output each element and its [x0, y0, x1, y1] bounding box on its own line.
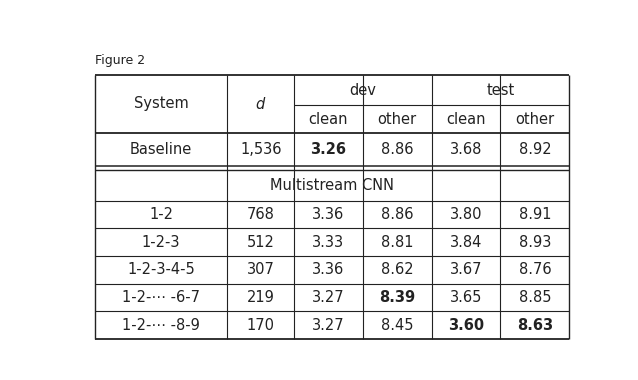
Text: 3.80: 3.80 — [450, 207, 482, 222]
Text: test: test — [486, 82, 515, 98]
Text: 512: 512 — [247, 234, 274, 250]
Text: 8.85: 8.85 — [519, 290, 551, 305]
Text: 3.65: 3.65 — [450, 290, 482, 305]
Text: 3.36: 3.36 — [312, 207, 345, 222]
Text: 8.76: 8.76 — [519, 262, 551, 277]
Text: 8.86: 8.86 — [381, 207, 413, 222]
Text: 8.62: 8.62 — [381, 262, 413, 277]
Text: Figure 2: Figure 2 — [94, 54, 145, 67]
Text: 1-2-3-4-5: 1-2-3-4-5 — [127, 262, 195, 277]
Text: 768: 768 — [247, 207, 274, 222]
Text: 3.26: 3.26 — [310, 142, 346, 157]
Text: 3.67: 3.67 — [450, 262, 482, 277]
Text: 219: 219 — [247, 290, 274, 305]
Text: 8.81: 8.81 — [381, 234, 413, 250]
Text: System: System — [134, 97, 188, 111]
Text: 3.60: 3.60 — [448, 318, 484, 333]
Text: 8.93: 8.93 — [519, 234, 551, 250]
Text: 3.27: 3.27 — [312, 318, 345, 333]
Text: 3.33: 3.33 — [312, 234, 345, 250]
Text: Multistream CNN: Multistream CNN — [270, 178, 394, 193]
Text: 3.36: 3.36 — [312, 262, 345, 277]
Text: 8.86: 8.86 — [381, 142, 413, 157]
Text: 1,536: 1,536 — [240, 142, 281, 157]
Text: 8.91: 8.91 — [519, 207, 551, 222]
Text: 8.63: 8.63 — [517, 318, 553, 333]
Text: Baseline: Baseline — [130, 142, 192, 157]
Text: clean: clean — [309, 112, 348, 127]
Text: 1-2: 1-2 — [149, 207, 173, 222]
Text: other: other — [378, 112, 417, 127]
Text: 3.68: 3.68 — [450, 142, 482, 157]
Text: 8.39: 8.39 — [379, 290, 415, 305]
Text: 170: 170 — [247, 318, 275, 333]
Text: 1-2-⋯ -8-9: 1-2-⋯ -8-9 — [122, 318, 200, 333]
Text: 1-2-3: 1-2-3 — [142, 234, 181, 250]
Text: 307: 307 — [247, 262, 274, 277]
Text: 3.27: 3.27 — [312, 290, 345, 305]
Text: clean: clean — [446, 112, 486, 127]
Text: 8.45: 8.45 — [381, 318, 413, 333]
Text: dev: dev — [350, 82, 376, 98]
Text: other: other — [516, 112, 554, 127]
Text: 1-2-⋯ -6-7: 1-2-⋯ -6-7 — [122, 290, 200, 305]
Text: $d$: $d$ — [255, 96, 267, 112]
Text: 8.92: 8.92 — [519, 142, 551, 157]
Text: 3.84: 3.84 — [450, 234, 482, 250]
